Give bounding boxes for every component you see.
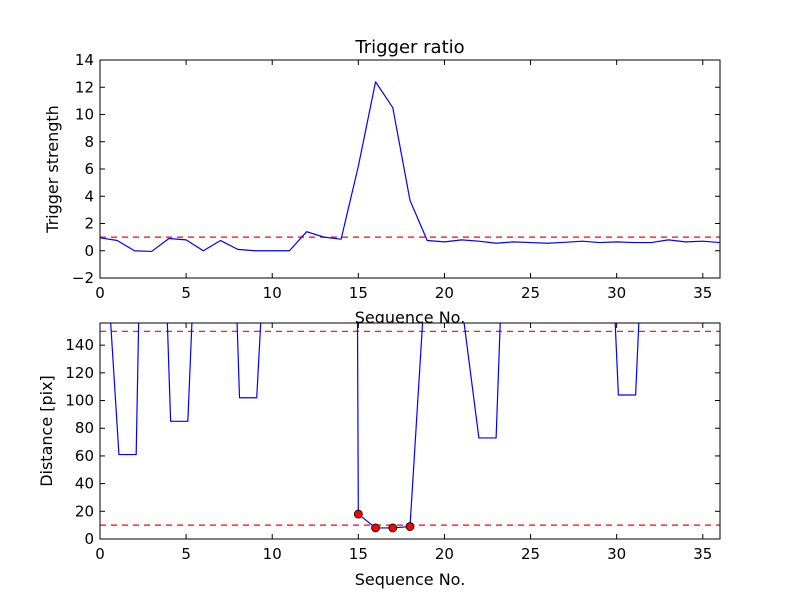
x-tick-label: 25	[521, 284, 540, 302]
data-point-marker	[388, 523, 398, 533]
axes-frame	[99, 59, 721, 279]
y-tick-label: −2	[72, 269, 94, 287]
y-tick-label: 100	[65, 392, 94, 410]
y-tick-label: 140	[65, 336, 94, 354]
chart-title: Trigger ratio	[354, 37, 464, 58]
y-tick-label: 4	[84, 187, 94, 205]
series-line	[110, 323, 640, 529]
x-tick-label: 35	[693, 284, 712, 302]
y-tick-label: 2	[84, 215, 94, 233]
y-tick-label: 0	[84, 242, 94, 260]
distance-plot: 0 5 10 15 20 25 30 35 0 20 40 60 80 100 120 140 Sequenc…	[37, 322, 721, 589]
y-tick-label: 8	[84, 133, 94, 151]
x-tick-label: 20	[435, 284, 454, 302]
y-tick-label: 10	[75, 106, 94, 124]
x-tick-label: 35	[693, 545, 712, 563]
x-tick-label: 20	[435, 545, 454, 563]
y-axis-label: Trigger strength	[43, 105, 62, 234]
y-tick-label: 80	[75, 419, 94, 437]
y-tick-label: 0	[84, 530, 94, 548]
x-tick-label: 25	[521, 545, 540, 563]
x-tick-label: 0	[95, 284, 105, 302]
x-tick-label: 5	[181, 284, 191, 302]
data-point-marker	[353, 509, 363, 519]
x-axis-label: Sequence No.	[355, 308, 466, 327]
x-tick-label: 30	[607, 284, 626, 302]
x-tick-label: 30	[607, 545, 626, 563]
y-tick-label: 20	[75, 502, 94, 520]
y-tick-label: 120	[65, 364, 94, 382]
x-tick-label: 0	[95, 545, 105, 563]
trigger-ratio-plot: Trigger ratio 0 5 10 15 20 25 30 35−20246810121…	[43, 37, 721, 327]
y-tick-label: 12	[75, 78, 94, 96]
y-tick-label: 14	[75, 51, 94, 69]
x-axis-label: Sequence No.	[355, 570, 466, 589]
x-tick-label: 5	[181, 545, 191, 563]
y-tick-label: 6	[84, 160, 94, 178]
plot-area-background	[100, 323, 720, 539]
x-tick-label: 10	[263, 545, 282, 563]
x-tick-label: 15	[349, 284, 368, 302]
plot-area-background	[100, 60, 720, 278]
axes-frame	[99, 322, 721, 540]
series-line	[100, 81, 720, 253]
data-point-marker	[371, 523, 380, 533]
y-tick-label: 40	[75, 475, 94, 493]
y-tick-label: 60	[75, 447, 94, 465]
x-tick-label: 10	[263, 284, 282, 302]
y-axis-label: Distance [pix]	[37, 375, 56, 487]
data-point-marker	[405, 522, 415, 531]
x-tick-label: 15	[349, 545, 368, 563]
